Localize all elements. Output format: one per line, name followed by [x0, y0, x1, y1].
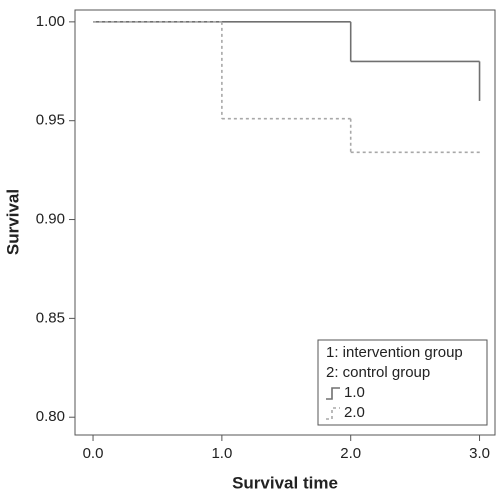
x-tick-label: 0.0 [83, 445, 104, 462]
legend-box [317, 339, 488, 426]
y-tick-label: 0.85 [36, 309, 65, 326]
x-axis-title: Survival time [232, 473, 338, 492]
legend-label: 2.0 [344, 404, 365, 421]
legend-swatch [326, 407, 340, 420]
plot-frame [74, 9, 496, 436]
y-tick-label: 1.00 [36, 13, 65, 30]
y-tick-label: 0.80 [36, 408, 65, 425]
x-tick-label: 1.0 [211, 445, 232, 462]
legend-title: 1: intervention group [326, 344, 463, 361]
legend-title: 2: control group [326, 364, 430, 381]
legend-swatch [326, 387, 340, 400]
y-axis-title: Survival [3, 189, 22, 255]
legend-label: 1.0 [344, 384, 365, 401]
x-tick-label: 3.0 [469, 445, 490, 462]
y-tick-label: 0.90 [36, 211, 65, 228]
x-tick-label: 2.0 [340, 445, 361, 462]
y-tick-label: 0.95 [36, 112, 65, 129]
